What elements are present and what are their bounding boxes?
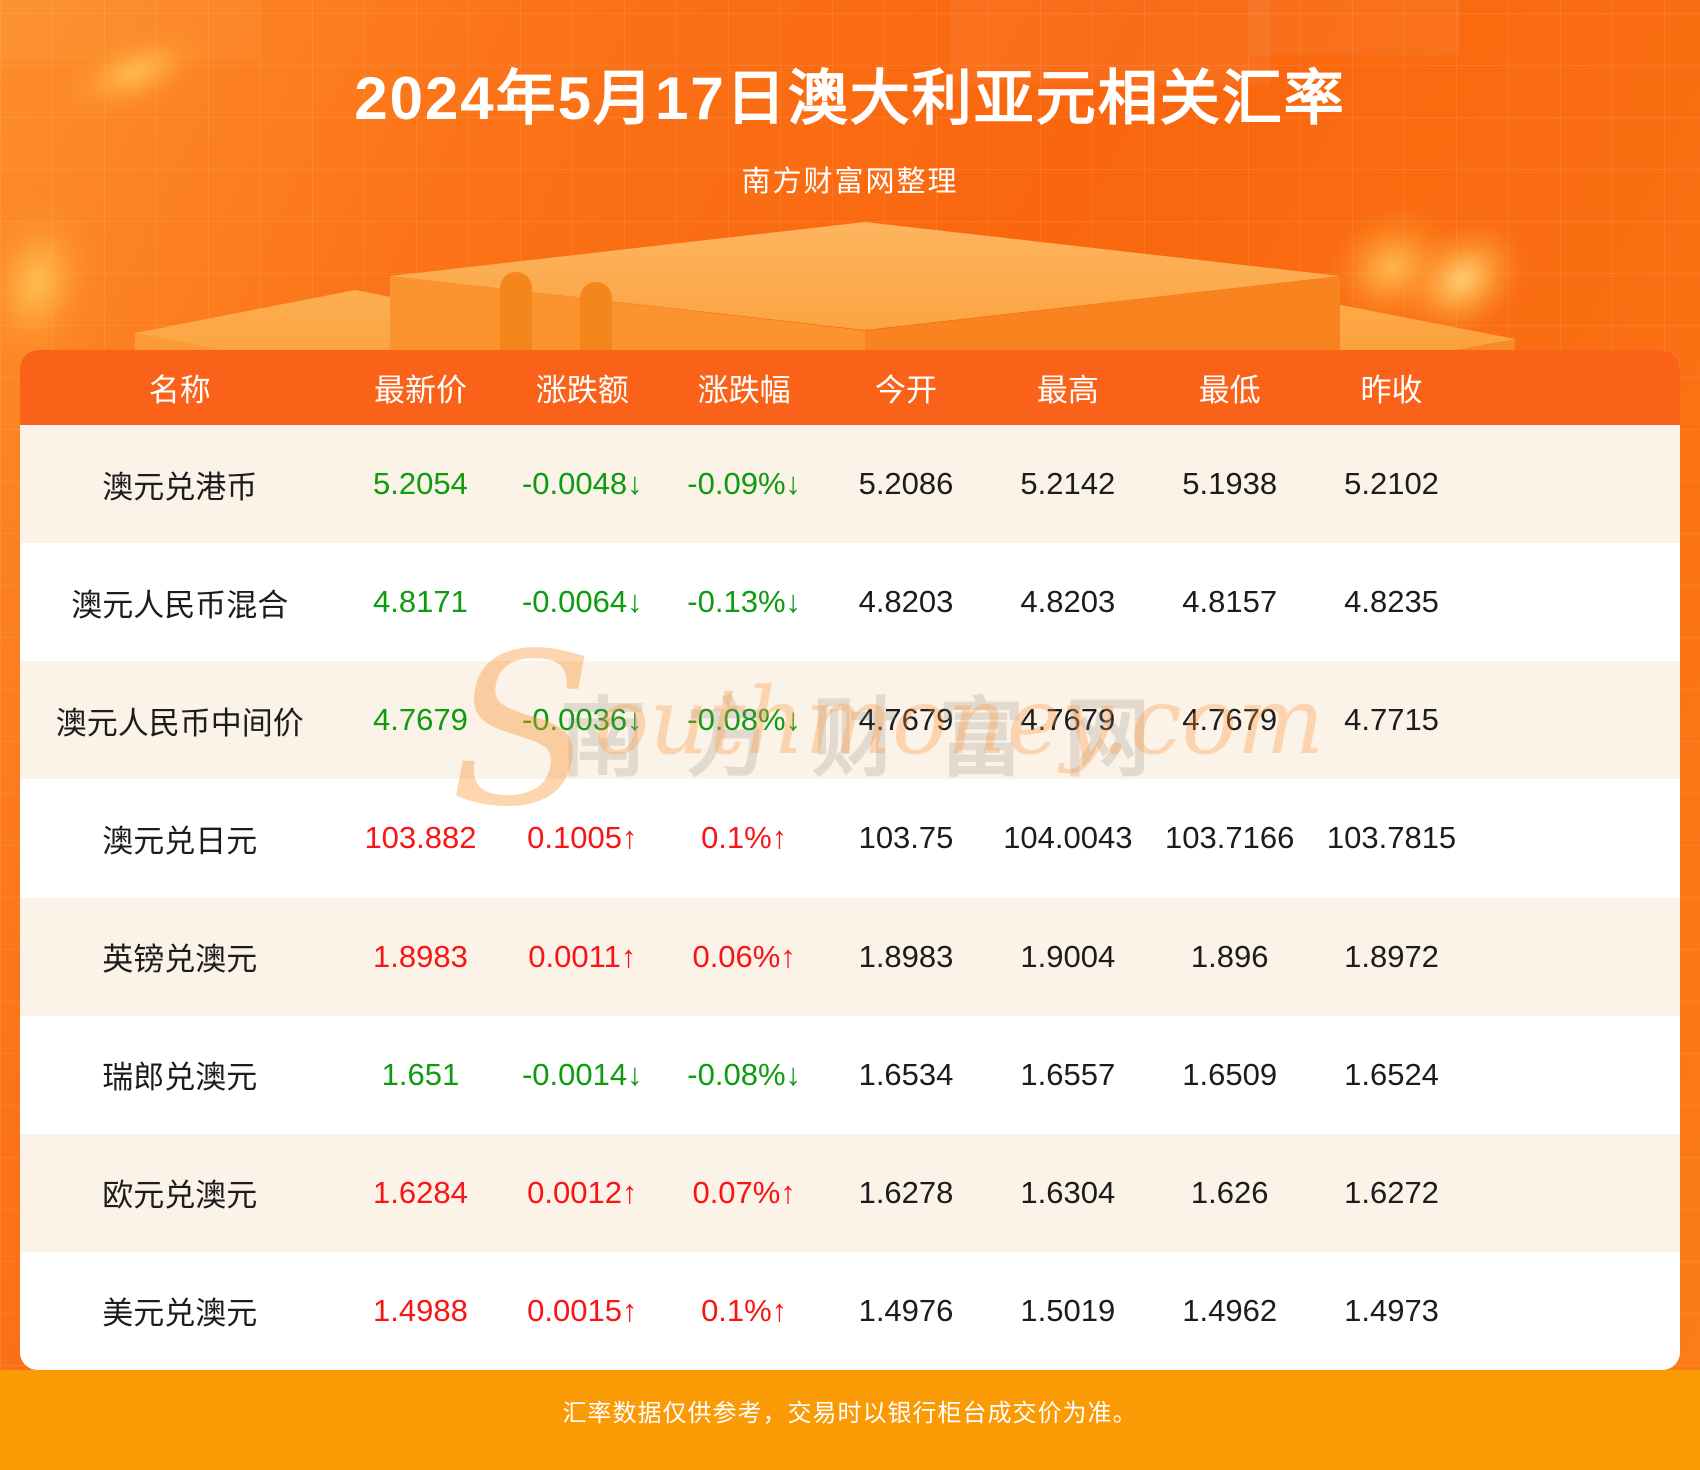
cell-latest: 4.8171 <box>373 584 468 620</box>
table-row: 欧元兑澳元 1.6284 0.0012↑ 0.07%↑ 1.6278 1.6304 1.62… <box>20 1133 1680 1252</box>
cell-latest: 5.2054 <box>373 466 468 502</box>
table-row: 澳元人民币混合 4.8171 -0.0064↓ -0.13%↓ 4.8203 4.8203… <box>20 543 1680 662</box>
exchange-rate-table: 名称 最新价 涨跌额 涨跌幅 今开 最高 最低 昨收 澳元兑港币 5.2054 -0.0048↓ -… <box>20 350 1680 1370</box>
column-header-0: 名称 <box>148 373 211 408</box>
footer-disclaimer-text: 汇率数据仅供参考，交易时以银行柜台成交价为准。 <box>562 1399 1138 1427</box>
cell-pct: -0.08%↓ <box>687 1056 802 1092</box>
cell-latest: 1.8983 <box>373 938 468 974</box>
cell-name: 澳元兑港币 <box>102 469 258 505</box>
cell-high: 1.6557 <box>1020 1056 1116 1092</box>
column-header-4: 今开 <box>875 373 937 408</box>
gold-leaf-decoration <box>1384 202 1541 357</box>
cell-name: 美元兑澳元 <box>102 1296 258 1332</box>
cell-change: 0.0015↑ <box>527 1292 638 1328</box>
background-light-patch <box>950 0 1270 85</box>
cell-prev: 4.8235 <box>1344 584 1439 620</box>
cell-change: -0.0014↓ <box>521 1056 643 1092</box>
table-row: 瑞郎兑澳元 1.651 -0.0014↓ -0.08%↓ 1.6534 1.6557 1.6… <box>20 1015 1680 1134</box>
column-header-2: 涨跌额 <box>535 373 629 408</box>
cell-prev: 1.6524 <box>1344 1056 1439 1092</box>
column-header-7: 昨收 <box>1360 373 1423 408</box>
cell-prev: 5.2102 <box>1344 466 1439 502</box>
table-row: 澳元兑日元 103.882 0.1005↑ 0.1%↑ 103.75 104.0043 10… <box>20 779 1680 898</box>
cell-change: -0.0064↓ <box>521 584 643 620</box>
cell-pct: 0.07%↑ <box>692 1174 796 1210</box>
column-header-3: 涨跌幅 <box>697 373 791 408</box>
column-header-6: 最低 <box>1198 373 1261 408</box>
column-header-5: 最高 <box>1036 373 1099 408</box>
column-header-1: 最新价 <box>373 373 467 408</box>
table-row: 美元兑澳元 1.4988 0.0015↑ 0.1%↑ 1.4976 1.5019 1.496… <box>20 1251 1680 1370</box>
podium-center-left-face <box>390 276 865 352</box>
cell-open: 4.8203 <box>858 584 954 620</box>
cell-high: 1.5019 <box>1020 1292 1116 1328</box>
table-row: 澳元人民币中间价 4.7679 -0.0036↓ -0.08%↓ 4.7679 4.767… <box>20 661 1680 780</box>
cell-name: 澳元兑日元 <box>102 823 258 859</box>
cell-prev: 1.8972 <box>1344 938 1439 974</box>
table-header-row: 名称 最新价 涨跌额 涨跌幅 今开 最高 最低 昨收 <box>20 350 1680 425</box>
cell-name: 欧元兑澳元 <box>102 1178 258 1214</box>
cell-latest: 103.882 <box>364 820 477 856</box>
cell-latest: 1.6284 <box>373 1174 468 1210</box>
podium-center-right-face <box>865 276 1340 352</box>
table-row: 英镑兑澳元 1.8983 0.0011↑ 0.06%↑ 1.8983 1.9004 1.89… <box>20 897 1680 1016</box>
cell-open: 103.75 <box>858 820 954 856</box>
cell-latest: 1.4988 <box>373 1292 468 1328</box>
table-row: 澳元兑港币 5.2054 -0.0048↓ -0.09%↓ 5.2086 5.2142 5.… <box>20 425 1680 544</box>
cell-open: 1.8983 <box>858 938 954 974</box>
cell-change: 0.0011↑ <box>528 938 637 974</box>
cell-low: 4.7679 <box>1182 702 1278 738</box>
cell-name: 英镑兑澳元 <box>102 942 258 978</box>
cell-name: 澳元人民币混合 <box>71 587 289 623</box>
cell-high: 104.0043 <box>1003 820 1133 856</box>
cell-prev: 103.7815 <box>1326 820 1457 856</box>
cell-change: 0.1005↑ <box>527 820 638 856</box>
cell-latest: 4.7679 <box>373 702 468 738</box>
cell-low: 1.6509 <box>1182 1056 1278 1092</box>
cell-low: 5.1938 <box>1182 466 1278 502</box>
gold-leaf-decoration <box>1305 185 1480 350</box>
cell-low: 103.7166 <box>1165 820 1295 856</box>
cell-change: -0.0036↓ <box>521 702 643 738</box>
cell-pct: -0.09%↓ <box>687 466 802 502</box>
cell-low: 1.896 <box>1190 938 1269 974</box>
cell-open: 1.6534 <box>858 1056 954 1092</box>
cell-change: -0.0048↓ <box>521 466 643 502</box>
cell-high: 1.6304 <box>1020 1174 1116 1210</box>
cell-high: 5.2142 <box>1020 466 1116 502</box>
cell-pct: -0.08%↓ <box>687 702 802 738</box>
cell-high: 1.9004 <box>1020 938 1116 974</box>
podium-center-top <box>390 222 1340 330</box>
page-subtitle: 南方财富网整理 <box>741 166 959 198</box>
cell-high: 4.7679 <box>1020 702 1116 738</box>
cell-latest: 1.651 <box>381 1056 460 1092</box>
cell-open: 5.2086 <box>858 466 954 502</box>
cell-pct: 0.1%↑ <box>701 820 788 856</box>
cell-low: 1.626 <box>1190 1174 1269 1210</box>
cell-high: 4.8203 <box>1020 584 1116 620</box>
cell-prev: 4.7715 <box>1344 702 1439 738</box>
cell-pct: -0.13%↓ <box>687 584 802 620</box>
cell-change: 0.0012↑ <box>527 1174 638 1210</box>
cell-low: 1.4962 <box>1182 1292 1278 1328</box>
podium-arch-decoration <box>500 272 532 352</box>
cell-prev: 1.4973 <box>1344 1292 1439 1328</box>
background-light-patch <box>1250 0 1460 55</box>
podium-arch-decoration <box>580 282 612 352</box>
cell-pct: 0.1%↑ <box>701 1292 788 1328</box>
cell-prev: 1.6272 <box>1344 1174 1439 1210</box>
page-title: 2024年5月17日澳大利亚元相关汇率 <box>354 65 1346 132</box>
table-body: 澳元兑港币 5.2054 -0.0048↓ -0.09%↓ 5.2086 5.2142 5.… <box>20 425 1680 1370</box>
footer-disclaimer-bar: 汇率数据仅供参考，交易时以银行柜台成交价为准。 <box>0 1370 1700 1470</box>
cell-open: 4.7679 <box>858 702 954 738</box>
cell-open: 1.4976 <box>858 1292 954 1328</box>
cell-name: 瑞郎兑澳元 <box>102 1060 258 1096</box>
cell-name: 澳元人民币中间价 <box>55 705 304 741</box>
cell-pct: 0.06%↑ <box>692 938 796 974</box>
cell-low: 4.8157 <box>1182 584 1278 620</box>
cell-open: 1.6278 <box>858 1174 954 1210</box>
